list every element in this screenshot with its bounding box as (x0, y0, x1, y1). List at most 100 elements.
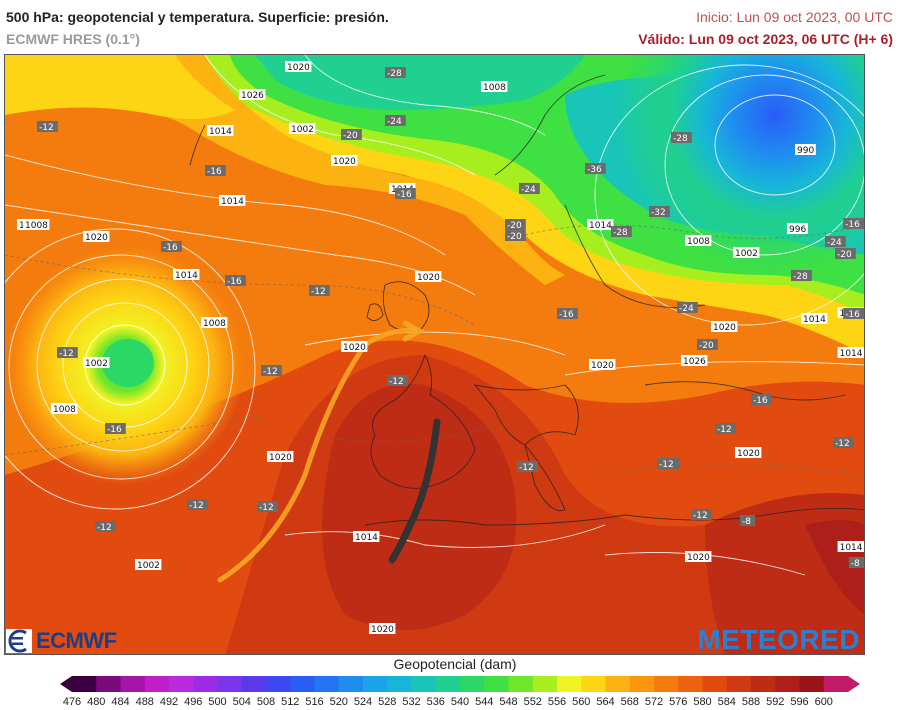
temperature-label-text: -12 (835, 439, 850, 449)
pressure-label: 1014 (207, 125, 234, 137)
pressure-label-bg (289, 123, 316, 134)
temperature-label-text: -12 (263, 367, 278, 377)
color-bar-tick-label: 592 (766, 696, 785, 708)
pressure-label: 1014 (587, 219, 614, 231)
pressure-label-text: 1020 (737, 449, 760, 459)
color-bar-tick-label: 520 (329, 696, 348, 708)
pressure-label-bg (239, 89, 266, 100)
temperature-label-bg (385, 115, 406, 126)
pressure-label-text: 1020 (85, 233, 108, 243)
color-bar-tick-label: 508 (256, 696, 276, 708)
pressure-label-text: 1008 (53, 405, 76, 415)
color-bar-swatch (387, 676, 412, 692)
temperature-label-bg (95, 521, 116, 532)
temperature-label: -16 (161, 241, 182, 253)
temperature-label-bg (519, 183, 540, 194)
temperature-label-bg (791, 270, 812, 281)
pressure-label-text: 1014 (803, 315, 826, 325)
pressure-label-bg (341, 341, 368, 352)
color-bar-swatch (726, 676, 752, 692)
pressure-label-bg (481, 81, 508, 92)
pressure-label-text: 996 (789, 225, 806, 235)
pressure-label: 1020 (331, 155, 358, 167)
temperature-label: -24 (677, 302, 698, 314)
pressure-label-bg (795, 144, 816, 155)
pressure-label-bg (201, 317, 228, 328)
color-bar-swatch (532, 676, 558, 692)
pressure-label: 1014 (219, 195, 246, 207)
pressure-label-text: 1014 (355, 533, 378, 543)
color-bar-swatch (629, 676, 655, 692)
color-bar-tick-label: 480 (87, 696, 106, 708)
pressure-label-text: 1014 (840, 349, 863, 359)
pressure-label-bg (369, 623, 396, 634)
pressure-label: 1014 (837, 541, 864, 553)
temperature-label-text: -16 (227, 277, 242, 287)
pressure-label: 1026 (239, 89, 266, 101)
pressure-label-text: 1014 (209, 127, 232, 137)
temperature-label-text: -8 (851, 559, 860, 569)
pressure-label-bg (711, 321, 738, 332)
temperature-label-text: -36 (587, 165, 602, 175)
temperature-label: -16 (205, 165, 226, 177)
pressure-label-text: 1008 (203, 319, 226, 329)
temperature-label-bg (649, 206, 670, 217)
pressure-label: 1002 (135, 559, 162, 571)
temperature-label-text: -24 (679, 304, 694, 314)
temperature-label-text: -12 (39, 123, 54, 133)
pressure-label-text: 1014 (175, 271, 198, 281)
pressure-label-text: 1020 (343, 343, 366, 353)
temperature-label-text: -24 (387, 117, 402, 127)
temperature-label-text: -8 (742, 517, 751, 527)
pressure-label-text: 1020 (371, 625, 394, 635)
temperature-label-text: -28 (387, 69, 402, 79)
color-bar-swatch (241, 676, 267, 692)
pressure-label-bg (837, 347, 864, 358)
pressure-label-bg (735, 447, 762, 458)
pressure-label: 1008 (201, 317, 228, 329)
temperature-label-bg (843, 308, 864, 319)
color-bar-tick-label: 584 (717, 696, 736, 708)
temperature-label-bg (341, 129, 362, 140)
temperature-label: -16 (843, 218, 864, 230)
temperature-label: -32 (649, 206, 670, 218)
pressure-label-text: 1014 (221, 197, 244, 207)
temperature-label-text: -20 (837, 250, 852, 260)
temperature-label: -8 (740, 515, 756, 527)
color-bar-tick-label: 580 (693, 696, 712, 708)
pressure-label: 1008 (481, 81, 508, 93)
temperature-label-text: -12 (693, 511, 708, 521)
temperature-label: -28 (611, 226, 632, 238)
pressure-label-text: 1014 (589, 221, 612, 231)
map-title: 500 hPa: geopotencial y temperatura. Sup… (6, 9, 389, 25)
temperature-label: -16 (751, 394, 772, 406)
pressure-label-bg (837, 541, 864, 552)
temperature-label-bg (657, 458, 678, 469)
color-bar-tick-label: 484 (111, 696, 130, 708)
color-bar-tick-label: 544 (475, 696, 494, 708)
temperature-label: -12 (257, 501, 278, 513)
temperature-label-text: -28 (793, 272, 808, 282)
pressure-label-text: 1002 (291, 125, 314, 135)
temperature-label: -16 (843, 308, 864, 320)
pressure-label: 1020 (83, 231, 110, 243)
pressure-label: 1014 (801, 313, 828, 325)
color-bar-tick-label: 600 (814, 696, 833, 708)
temperature-label: -28 (791, 270, 812, 282)
color-bar-tick-label: 552 (523, 696, 542, 708)
color-bar-swatch (266, 676, 291, 692)
temperature-label: -12 (691, 509, 712, 521)
pressure-label: 990 (795, 144, 816, 156)
pressure-label: 1020 (415, 271, 442, 283)
color-bar-swatch (120, 676, 146, 692)
temperature-label-text: -16 (163, 243, 178, 253)
pressure-label-bg (285, 61, 312, 72)
temperature-label: -24 (519, 183, 540, 195)
temperature-label-bg (387, 375, 408, 386)
color-bar-tick-label: 496 (184, 696, 203, 708)
color-bar-swatch (96, 676, 121, 692)
color-bar-swatch (290, 676, 315, 692)
color-bar-tick-label: 540 (450, 696, 470, 708)
color-bar-swatch (823, 676, 849, 692)
temperature-label-bg (740, 515, 756, 526)
